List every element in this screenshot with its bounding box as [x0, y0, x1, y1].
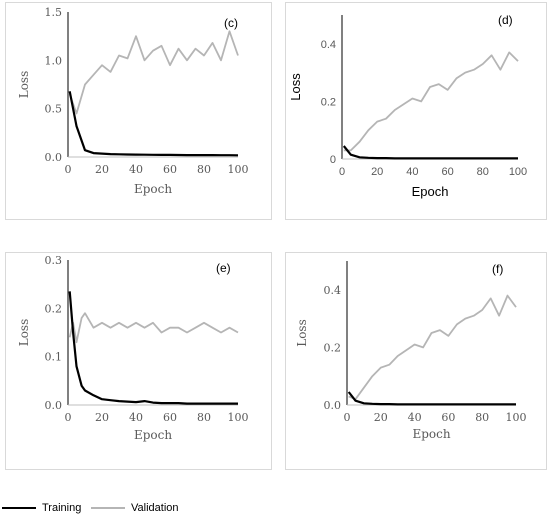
legend-label-validation: Validation — [131, 502, 179, 514]
x-axis-title: Epoch — [134, 182, 172, 196]
chart-d: 0 0.2 0.4 0 20 40 60 80 100 Epoch Loss (d) — [288, 13, 527, 199]
x-tick-label: 20 — [371, 166, 383, 178]
chart-e: 0.0 0.1 0.2 0.3 0 20 40 60 80 100 Epoch Loss (e) — [17, 254, 249, 442]
y-tick-label: 0.0 — [45, 399, 63, 412]
series-line-training — [68, 91, 239, 157]
y-axis-title: Loss — [288, 73, 303, 101]
x-tick-label: 80 — [197, 163, 211, 176]
chart-panel-d: 0 0.2 0.4 0 20 40 60 80 100 Epoch Loss (d) — [285, 2, 547, 220]
series-line-training — [342, 145, 518, 160]
y-tick-label: 0.1 — [45, 351, 63, 364]
x-tick-label: 100 — [228, 411, 249, 424]
y-tick-label: 0.2 — [45, 302, 63, 315]
x-tick-label: 60 — [441, 166, 453, 178]
y-tick-label: 0 — [330, 154, 336, 166]
x-tick-label: 60 — [441, 411, 455, 424]
chart-c: 0.0 0.5 1.0 1.5 0 20 40 60 80 100 Epoch Loss (c) — [17, 6, 249, 196]
legend-swatch-validation — [91, 507, 125, 509]
legend-label-training: Training — [42, 502, 82, 514]
panel-label: (c) — [224, 16, 238, 30]
x-tick-label: 100 — [509, 166, 527, 178]
x-tick-label: 20 — [95, 411, 109, 424]
y-axis-title: Loss — [295, 319, 309, 347]
legend-item-validation: Validation — [91, 498, 179, 518]
panel-label: (e) — [216, 261, 231, 275]
panel-label: (f) — [492, 262, 503, 276]
x-tick-label: 0 — [65, 411, 72, 424]
panel-label: (d) — [498, 13, 513, 27]
y-tick-label: 0.5 — [45, 103, 63, 116]
y-axis-title: Loss — [17, 71, 31, 99]
series-line-training — [347, 391, 516, 406]
x-tick-label: 60 — [163, 411, 177, 424]
x-tick-label: 100 — [228, 163, 249, 176]
y-axis-title: Loss — [17, 319, 31, 347]
chart-panel-e: 0.0 0.1 0.2 0.3 0 20 40 60 80 100 Epoch Loss (e) — [5, 252, 272, 470]
x-tick-label: 60 — [163, 163, 177, 176]
chart-panel-c: 0.0 0.5 1.0 1.5 0 20 40 60 80 100 Epoch Loss (c) — [5, 2, 272, 220]
x-axis-title: Epoch — [134, 428, 172, 442]
y-tick-label: 0.4 — [324, 284, 342, 297]
y-tick-label: 0.2 — [321, 96, 336, 108]
x-tick-label: 0 — [65, 163, 72, 176]
x-tick-label: 40 — [129, 163, 143, 176]
x-tick-label: 80 — [197, 411, 211, 424]
y-tick-label: 0.3 — [45, 254, 63, 267]
x-tick-label: 40 — [406, 166, 418, 178]
x-tick-label: 40 — [129, 411, 143, 424]
y-tick-label: 0.4 — [321, 39, 336, 51]
legend: Training Validation — [0, 498, 550, 518]
y-tick-label: 0.0 — [45, 151, 63, 164]
y-tick-label: 0.0 — [324, 399, 342, 412]
series-line-validation — [68, 30, 239, 115]
x-tick-label: 20 — [95, 163, 109, 176]
y-tick-label: 1.0 — [45, 54, 63, 67]
x-tick-label: 0 — [344, 411, 351, 424]
x-tick-label: 80 — [477, 166, 489, 178]
chart-panel-f: 0.0 0.2 0.4 0 20 40 60 80 100 Epoch Loss (f) — [285, 252, 547, 470]
legend-item-training: Training — [2, 498, 81, 518]
chart-f: 0.0 0.2 0.4 0 20 40 60 80 100 Epoch Loss (f) — [295, 261, 527, 441]
y-tick-label: 1.5 — [45, 6, 63, 19]
series-line-training — [68, 291, 238, 405]
legend-swatch-training — [2, 507, 36, 509]
x-tick-label: 0 — [339, 166, 345, 178]
series-line-validation — [348, 294, 517, 401]
x-axis-title: Epoch — [412, 184, 449, 199]
y-tick-label: 0.2 — [324, 341, 342, 354]
x-tick-label: 20 — [374, 411, 388, 424]
x-tick-label: 80 — [475, 411, 489, 424]
series-line-validation — [343, 51, 519, 152]
series-line-validation — [68, 312, 239, 344]
x-axis-title: Epoch — [412, 427, 450, 441]
x-tick-label: 40 — [408, 411, 422, 424]
x-tick-label: 100 — [506, 411, 527, 424]
